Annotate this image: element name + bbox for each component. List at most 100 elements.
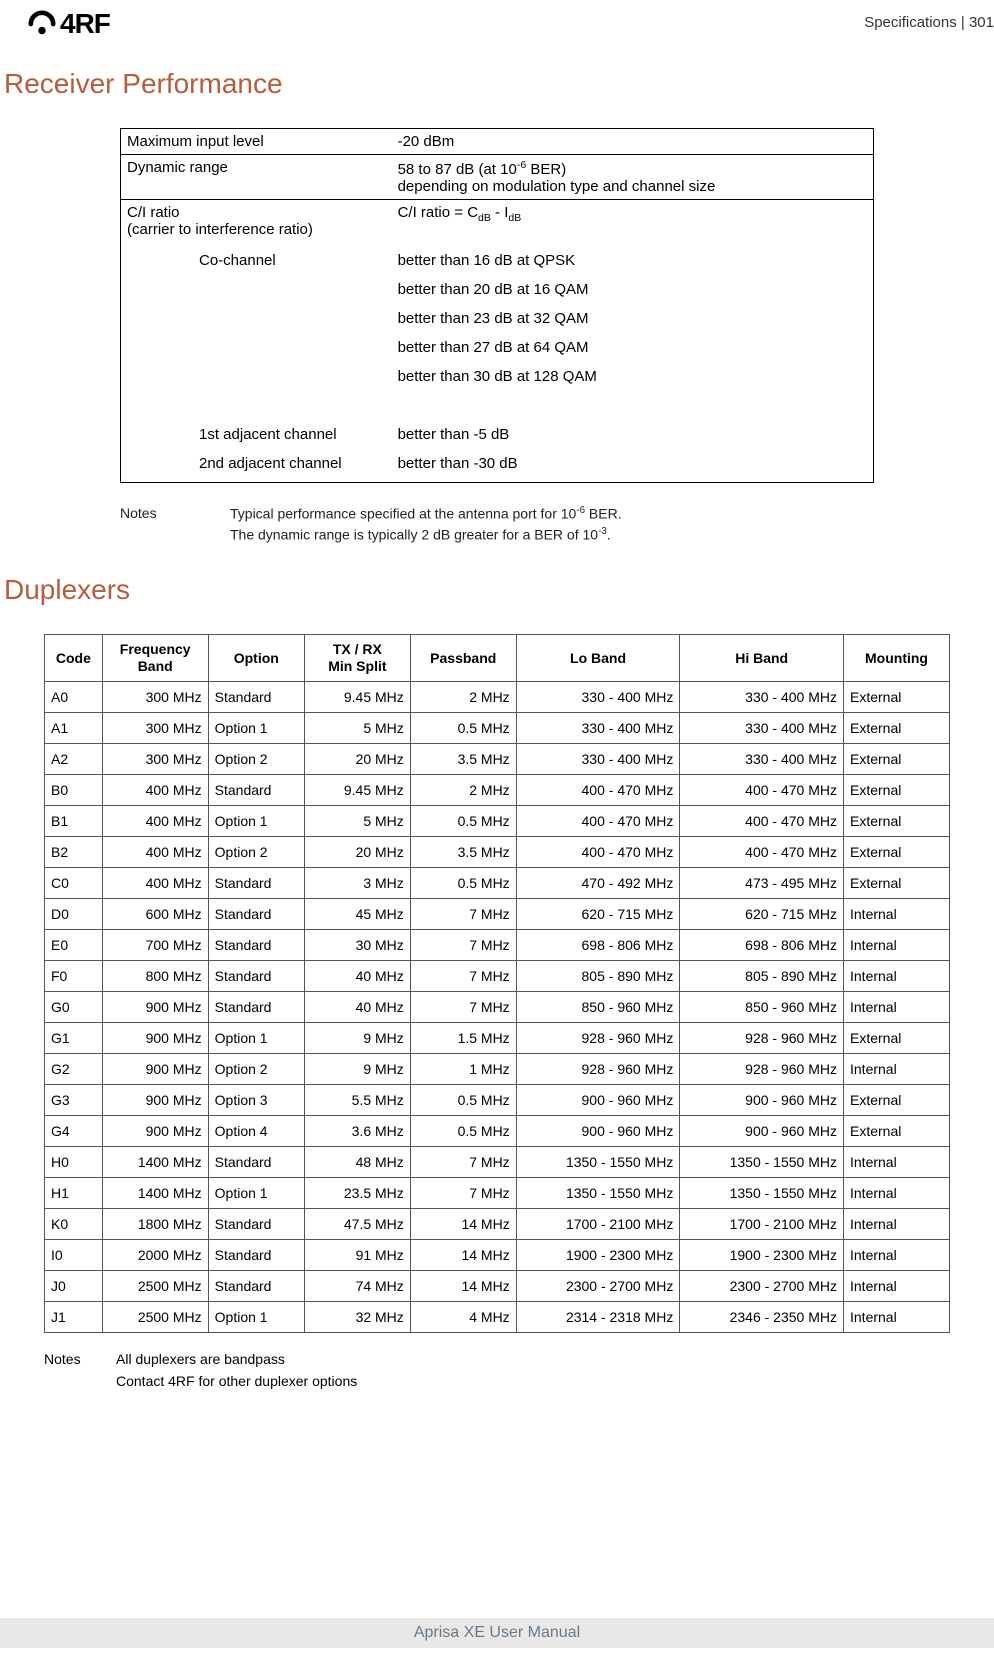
spec-subvalue: better than 23 dB at 32 QAM [398, 304, 867, 333]
table-cell: 9.45 MHz [304, 774, 410, 805]
table-cell: 400 - 470 MHz [680, 774, 844, 805]
spec-label: Maximum input level [121, 129, 392, 155]
brand-logo: 4RF [28, 8, 110, 40]
table-cell: External [844, 1084, 950, 1115]
table-cell: Option 2 [208, 743, 304, 774]
spec-value: 58 to 87 dB (at 10-6 BER)depending on mo… [392, 155, 874, 200]
table-row: F0800 MHzStandard40 MHz7 MHz805 - 890 MH… [45, 960, 950, 991]
table-cell: 800 MHz [102, 960, 208, 991]
table-cell: 1350 - 1550 MHz [680, 1177, 844, 1208]
table-cell: Internal [844, 1301, 950, 1332]
table-cell: 4 MHz [410, 1301, 516, 1332]
table-cell: 5 MHz [304, 712, 410, 743]
table-cell: Standard [208, 1239, 304, 1270]
table-cell: B2 [45, 836, 103, 867]
table-cell: External [844, 681, 950, 712]
table-cell: 5 MHz [304, 805, 410, 836]
table-cell: F0 [45, 960, 103, 991]
table-row: B0400 MHzStandard9.45 MHz2 MHz400 - 470 … [45, 774, 950, 805]
table-cell: 300 MHz [102, 681, 208, 712]
table-cell: H1 [45, 1177, 103, 1208]
table-cell: 850 - 960 MHz [680, 991, 844, 1022]
table-cell: 400 MHz [102, 774, 208, 805]
table-cell: 330 - 400 MHz [680, 681, 844, 712]
table-cell: 928 - 960 MHz [680, 1053, 844, 1084]
spec-value: -20 dBm [392, 129, 874, 155]
table-cell: 928 - 960 MHz [516, 1022, 680, 1053]
table-cell: 900 MHz [102, 1115, 208, 1146]
spec-sublabel [127, 275, 386, 304]
table-cell: 850 - 960 MHz [516, 991, 680, 1022]
table-cell: 330 - 400 MHz [516, 681, 680, 712]
table-cell: K0 [45, 1208, 103, 1239]
note-line: Typical performance specified at the ant… [230, 505, 622, 522]
receiver-spec-table: Maximum input level-20 dBmDynamic range5… [120, 128, 874, 483]
table-cell: 330 - 400 MHz [516, 712, 680, 743]
table-cell: 400 - 470 MHz [516, 836, 680, 867]
table-cell: 1900 - 2300 MHz [680, 1239, 844, 1270]
spec-subvalue: better than -30 dB [398, 449, 867, 478]
table-cell: 470 - 492 MHz [516, 867, 680, 898]
receiver-notes: Notes Typical performance specified at t… [120, 505, 874, 546]
table-cell: External [844, 743, 950, 774]
table-cell: 400 MHz [102, 805, 208, 836]
table-row: C0400 MHzStandard3 MHz0.5 MHz470 - 492 M… [45, 867, 950, 898]
table-cell: Standard [208, 1270, 304, 1301]
table-cell: 7 MHz [410, 1146, 516, 1177]
table-cell: 7 MHz [410, 1177, 516, 1208]
note-line: Contact 4RF for other duplexer options [116, 1373, 357, 1389]
table-cell: 9.45 MHz [304, 681, 410, 712]
table-cell: G4 [45, 1115, 103, 1146]
table-cell: Standard [208, 960, 304, 991]
table-cell: 0.5 MHz [410, 805, 516, 836]
page-header-meta: Specifications | 301 [864, 8, 994, 31]
table-cell: 1350 - 1550 MHz [516, 1177, 680, 1208]
table-row: K01800 MHzStandard47.5 MHz14 MHz1700 - 2… [45, 1208, 950, 1239]
table-cell: Internal [844, 1177, 950, 1208]
table-row: J12500 MHzOption 132 MHz4 MHz2314 - 2318… [45, 1301, 950, 1332]
table-cell: 2314 - 2318 MHz [516, 1301, 680, 1332]
table-cell: Option 1 [208, 1177, 304, 1208]
spec-subvalue: better than 27 dB at 64 QAM [398, 333, 867, 362]
table-cell: Option 1 [208, 1022, 304, 1053]
table-cell: 74 MHz [304, 1270, 410, 1301]
table-cell: 805 - 890 MHz [680, 960, 844, 991]
table-cell: 5.5 MHz [304, 1084, 410, 1115]
table-cell: Standard [208, 991, 304, 1022]
table-cell: 40 MHz [304, 991, 410, 1022]
spec-subvalue: better than 16 dB at QPSK [398, 246, 867, 275]
spec-subvalue: better than 30 dB at 128 QAM [398, 362, 867, 391]
table-cell: 2 MHz [410, 774, 516, 805]
table-cell: 3 MHz [304, 867, 410, 898]
note-line: The dynamic range is typically 2 dB grea… [230, 526, 622, 543]
table-cell: Standard [208, 867, 304, 898]
table-cell: Internal [844, 929, 950, 960]
section-title-receiver: Receiver Performance [0, 68, 994, 100]
table-cell: A0 [45, 681, 103, 712]
logo-icon [28, 10, 56, 38]
table-cell: 1 MHz [410, 1053, 516, 1084]
page-footer: Aprisa XE User Manual [0, 1618, 994, 1648]
spec-sublabel: 2nd adjacent channel [127, 449, 386, 478]
table-cell: 48 MHz [304, 1146, 410, 1177]
table-cell: 1700 - 2100 MHz [516, 1208, 680, 1239]
table-cell: 14 MHz [410, 1239, 516, 1270]
table-cell: A1 [45, 712, 103, 743]
table-cell: Internal [844, 898, 950, 929]
table-cell: Standard [208, 774, 304, 805]
table-cell: 400 MHz [102, 867, 208, 898]
table-cell: Option 4 [208, 1115, 304, 1146]
table-cell: 3.6 MHz [304, 1115, 410, 1146]
table-cell: I0 [45, 1239, 103, 1270]
table-cell: D0 [45, 898, 103, 929]
table-cell: Standard [208, 898, 304, 929]
table-cell: Internal [844, 991, 950, 1022]
table-cell: 330 - 400 MHz [680, 743, 844, 774]
table-cell: External [844, 774, 950, 805]
table-cell: 3.5 MHz [410, 836, 516, 867]
table-row: G1900 MHzOption 19 MHz1.5 MHz928 - 960 M… [45, 1022, 950, 1053]
table-cell: 928 - 960 MHz [516, 1053, 680, 1084]
table-cell: 1900 - 2300 MHz [516, 1239, 680, 1270]
table-cell: C0 [45, 867, 103, 898]
table-cell: 698 - 806 MHz [516, 929, 680, 960]
